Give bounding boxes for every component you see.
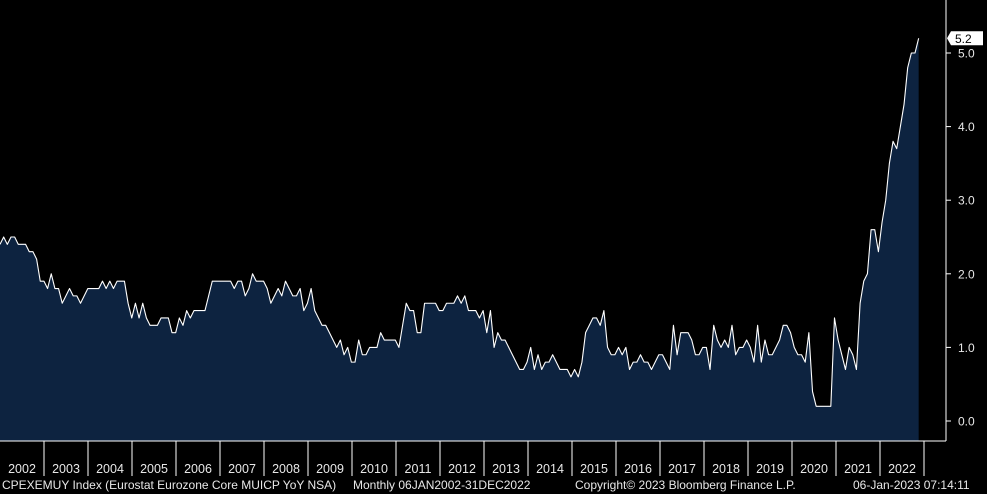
- x-tick-label: 2011: [405, 462, 432, 476]
- x-tick-label: 2005: [140, 462, 168, 476]
- x-tick-label: 2010: [360, 462, 388, 476]
- y-tick-label: 3.0: [958, 194, 975, 208]
- last-value-box: [947, 31, 983, 46]
- x-tick-label: 2008: [272, 462, 300, 476]
- x-tick-label: 2018: [712, 462, 740, 476]
- x-tick-label: 2017: [668, 462, 696, 476]
- footer-ticker: CPEXEMUY Index (Eurostat Eurozone Core M…: [2, 478, 337, 492]
- footer-timestamp: 06-Jan-2023 07:14:11: [853, 478, 970, 492]
- x-tick-label: 2012: [448, 462, 476, 476]
- x-tick-label: 2007: [228, 462, 256, 476]
- y-tick-label: 4.0: [958, 120, 975, 134]
- series-line: [0, 38, 920, 407]
- x-tick-label: 2009: [316, 462, 344, 476]
- x-tick-label: 2016: [624, 462, 652, 476]
- chart: 0.01.02.03.04.05.0 2002 2003 2004 2005 2006 2…: [0, 0, 983, 476]
- x-tick-label: 2019: [756, 462, 784, 476]
- x-tick-label: 2022: [888, 462, 916, 476]
- footer: CPEXEMUY Index (Eurostat Eurozone Core M…: [0, 476, 987, 494]
- x-tick-label: 2003: [52, 462, 80, 476]
- footer-period: Monthly 06JAN2002-31DEC2022: [353, 478, 531, 492]
- last-value-label: 5.2: [955, 32, 972, 46]
- y-tick-label: 2.0: [958, 267, 975, 281]
- x-tick-label: 2004: [96, 462, 124, 476]
- y-axis: 0.0 1.0 2.0 3.0 4.0 5.0: [945, 0, 975, 441]
- x-axis: 2002 2003 2004 2005 2006 2007 2008 2009 2010 2011…: [0, 440, 946, 476]
- x-tick-label: 2015: [580, 462, 608, 476]
- x-tick-label: 2020: [800, 462, 828, 476]
- x-tick-label: 2013: [492, 462, 520, 476]
- y-tick-label: 0.0: [958, 415, 975, 429]
- x-tick-label: 2006: [184, 462, 212, 476]
- x-tick-label: 2002: [8, 462, 36, 476]
- plot-area: [0, 38, 920, 441]
- y-tick-label: 5.0: [958, 47, 975, 61]
- x-tick-label: 2021: [844, 462, 872, 476]
- footer-copyright: Copyright© 2023 Bloomberg Finance L.P.: [575, 478, 796, 492]
- series-area: [0, 38, 919, 441]
- last-value-marker: 5.2: [947, 31, 983, 46]
- y-tick-label: 1.0: [958, 341, 975, 355]
- x-tick-label: 2014: [536, 462, 564, 476]
